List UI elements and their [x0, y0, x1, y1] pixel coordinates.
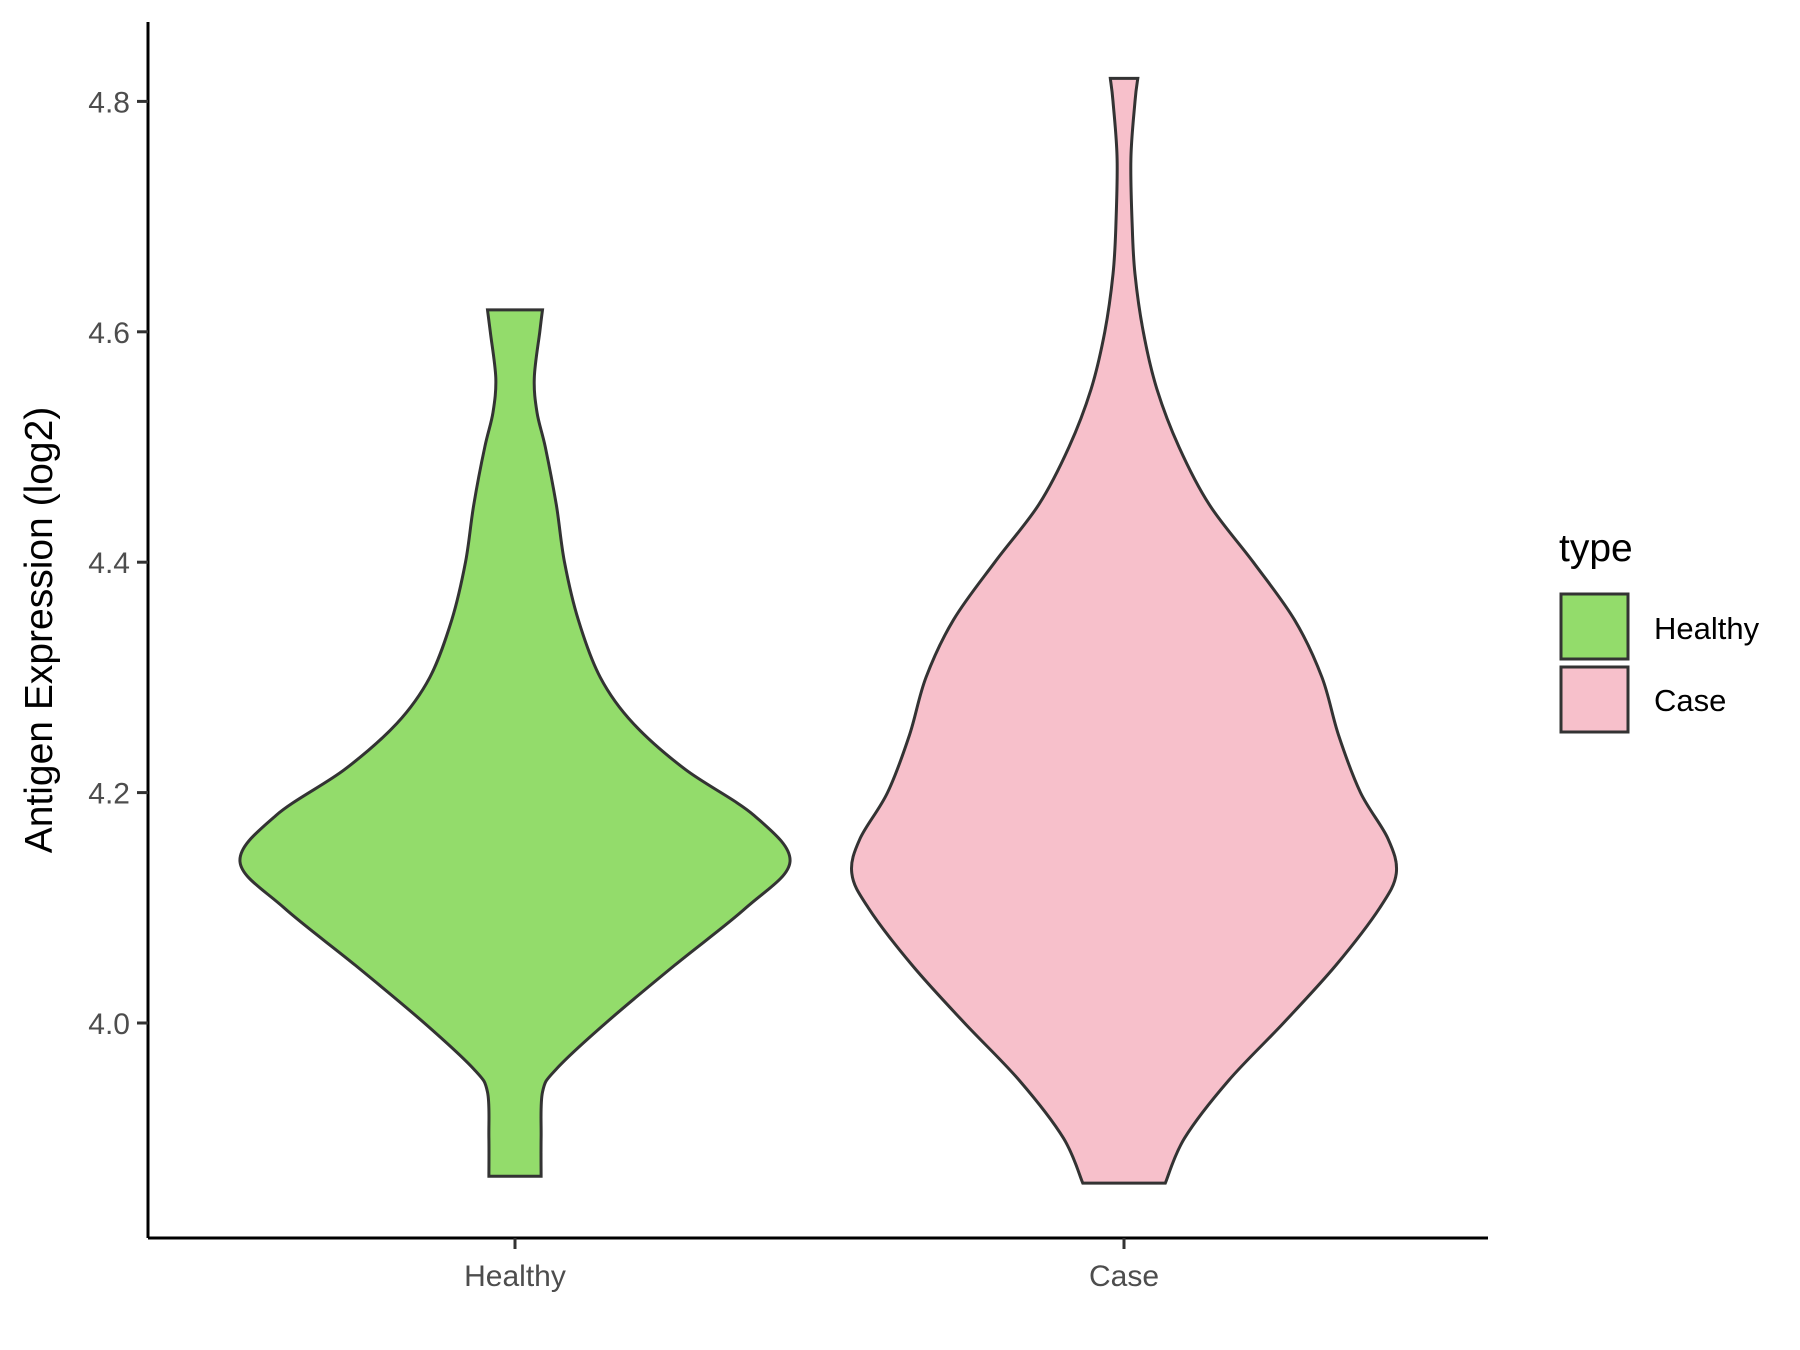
- violin-case: [850, 76, 1399, 1185]
- x-tick-label: Healthy: [464, 1260, 566, 1293]
- y-ticks: 4.0 4.2 4.4 4.6 4.8: [88, 86, 148, 1041]
- x-tick-label: Case: [1089, 1260, 1159, 1293]
- legend-key-healthy: [1559, 592, 1630, 661]
- legend-label-healthy: Healthy: [1654, 611, 1760, 646]
- y-axis-title: Antigen Expression (log2): [18, 407, 61, 854]
- legend-label-case: Case: [1654, 683, 1726, 718]
- y-tick-label: 4.0: [88, 1008, 130, 1041]
- legend-key-case: [1559, 665, 1630, 734]
- violins-layer: [238, 76, 1399, 1185]
- y-tick-label: 4.8: [88, 86, 130, 119]
- axes: [146, 22, 1488, 1240]
- y-tick-label: 4.4: [88, 547, 130, 580]
- legend: type Healthy Case: [1559, 527, 1760, 734]
- y-tick-label: 4.6: [88, 317, 130, 350]
- x-ticks: Healthy Case: [464, 1238, 1159, 1293]
- legend-title: type: [1559, 527, 1633, 570]
- y-tick-label: 4.2: [88, 778, 130, 811]
- violin-healthy: [238, 308, 792, 1178]
